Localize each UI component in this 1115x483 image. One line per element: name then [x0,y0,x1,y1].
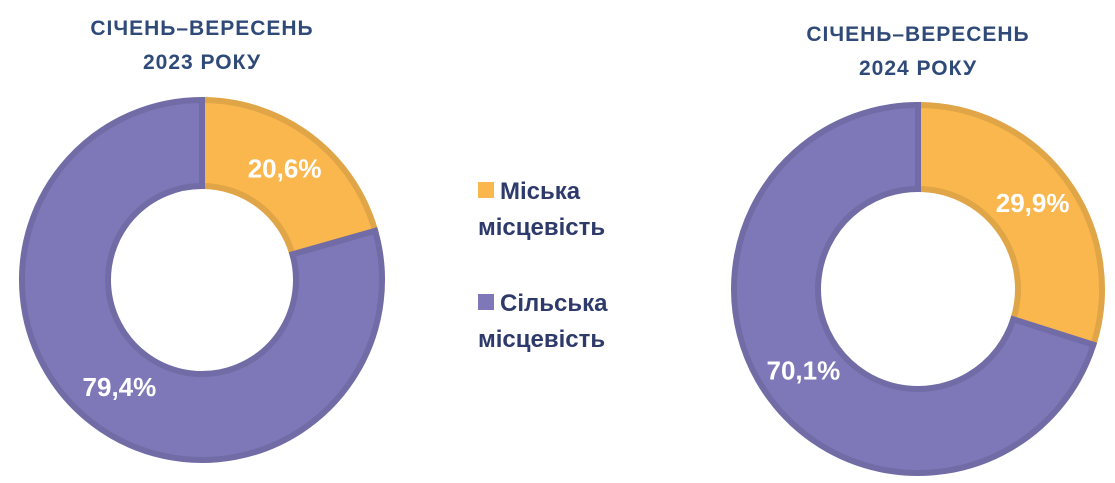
data-label: 29,9% [996,188,1070,218]
legend-swatch [478,182,494,198]
legend-item: Сільська місцевість [478,286,668,358]
data-label: 70,1% [767,356,841,386]
data-label: 20,6% [248,154,322,184]
legend-label: Міська місцевість [478,178,606,241]
donut-slice [915,101,1105,349]
legend-item: Міська місцевість [478,174,668,246]
donut-slice [199,96,379,259]
donut-slice [19,96,385,463]
chart-title: СІЧЕНЬ–ВЕРЕСЕНЬ 2023 РОКУ [90,17,314,74]
donut-slice [731,101,1098,476]
data-label: 79,4% [83,372,157,402]
chart-title: СІЧЕНЬ–ВЕРЕСЕНЬ 2024 РОКУ [806,23,1030,80]
legend-swatch [478,294,494,310]
legend-label: Сільська місцевість [478,290,608,353]
